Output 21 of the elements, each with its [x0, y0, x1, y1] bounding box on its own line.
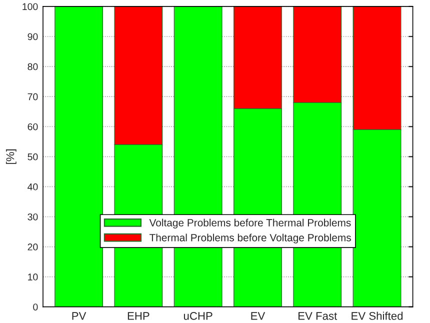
y-tick-label: 100 — [22, 3, 38, 10]
legend-label: Voltage Problems before Thermal Problems — [149, 218, 351, 228]
y-tick-label: 50 — [28, 153, 38, 160]
y-tick-label: 20 — [28, 244, 38, 250]
y-tick-label: 60 — [28, 123, 38, 130]
y-tick-label: 90 — [28, 33, 38, 40]
bar — [54, 6, 103, 307]
y-tick-label: 30 — [28, 213, 38, 220]
y-tick-label: 10 — [28, 274, 38, 280]
x-tick-label: PV — [72, 312, 86, 320]
legend-label: Thermal Problems before Voltage Problems — [150, 234, 351, 244]
x-tick-label: EHP — [128, 312, 150, 320]
x-tick-label: EV Shifted — [352, 312, 403, 320]
y-tick-label: 80 — [28, 63, 38, 70]
x-tick-label: EV — [251, 312, 266, 320]
x-tick-label: EV Fast — [298, 312, 338, 320]
x-tick-label: uCHP — [184, 312, 212, 320]
y-tick-label: 40 — [28, 183, 38, 190]
y-tick-label: 70 — [28, 93, 38, 100]
y-tick-label: 0 — [33, 304, 38, 310]
y-axis-title: [%] — [6, 149, 16, 164]
